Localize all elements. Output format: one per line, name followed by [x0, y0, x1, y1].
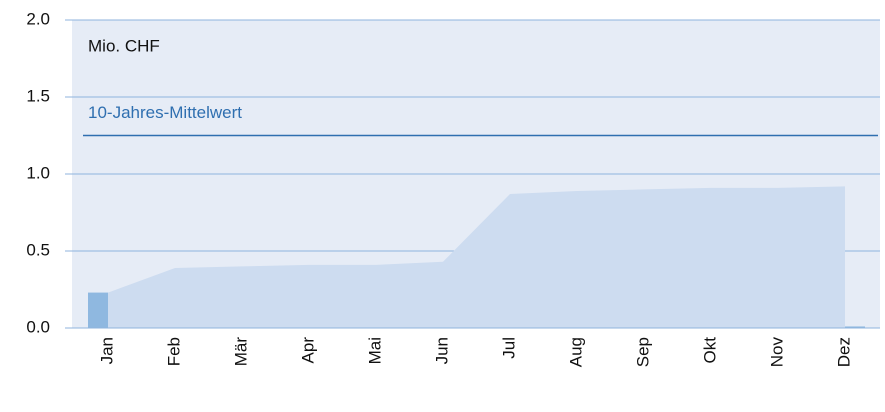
y-tick-label: 2.0	[26, 9, 50, 28]
x-tick-label: Feb	[164, 337, 183, 366]
y-tick-label: 1.0	[26, 163, 50, 182]
x-tick-label: Sep	[633, 337, 652, 367]
x-tick-label: Jun	[432, 337, 451, 364]
reference-label: 10-Jahres-Mittelwert	[88, 103, 242, 122]
x-tick-label: Apr	[298, 337, 317, 364]
y-tick-label: 1.5	[26, 86, 50, 105]
x-tick-label: Jul	[499, 337, 518, 359]
x-tick-label: Dez	[834, 337, 853, 367]
x-tick-label: Aug	[566, 337, 585, 367]
unit-label: Mio. CHF	[88, 36, 160, 55]
x-tick-label: Mär	[231, 337, 250, 367]
x-tick-label: Nov	[767, 337, 786, 368]
x-tick-label: Mai	[365, 337, 384, 364]
x-tick-label: Jan	[97, 337, 116, 364]
x-tick-label: Okt	[700, 337, 719, 364]
y-tick-label: 0.0	[26, 317, 50, 336]
cumulative-area	[108, 186, 845, 328]
y-tick-label: 0.5	[26, 240, 50, 259]
